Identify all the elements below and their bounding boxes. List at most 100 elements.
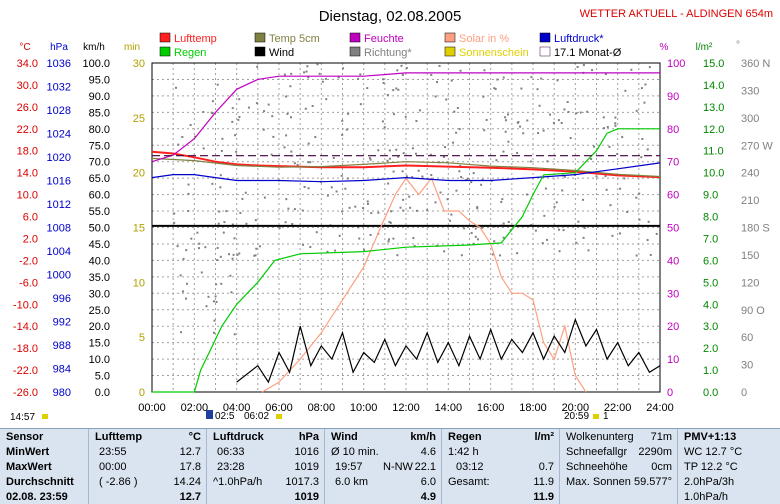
regen-max-time: 03:12 <box>456 461 484 473</box>
tick-wind_kmh-4: 80.0 <box>89 124 110 136</box>
luftdruck-avg-value: 1017.3 <box>285 476 319 488</box>
direction-dot <box>368 157 371 160</box>
direction-dot <box>186 282 189 285</box>
direction-dot <box>504 116 507 119</box>
direction-dot <box>485 118 488 121</box>
series-lines <box>151 72 661 393</box>
lufttemp-current-value: 12.7 <box>179 491 201 503</box>
direction-dot <box>228 253 231 256</box>
direction-dot <box>470 232 473 235</box>
regen-title: Regen <box>448 431 482 443</box>
tick-wind_kmh-20: 0.0 <box>95 387 110 399</box>
direction-dot <box>370 212 373 215</box>
direction-dot <box>445 98 448 101</box>
direction-dot <box>363 248 366 251</box>
direction-dot <box>189 124 192 127</box>
direction-dot <box>267 103 270 106</box>
direction-dot <box>455 189 458 192</box>
tick-direction_deg-10: 60 <box>741 332 753 344</box>
legend-label-8: Sonnenschein <box>459 47 529 59</box>
direction-dot <box>476 238 479 241</box>
tick-rain_lm2-7: 8.0 <box>703 212 718 224</box>
direction-dot <box>494 88 497 91</box>
direction-dot <box>563 175 566 178</box>
lufttemp-max-time: 00:00 <box>99 461 127 473</box>
legend-label-3: Solar in % <box>459 33 509 45</box>
lufttemp-unit: °C <box>188 431 201 443</box>
direction-dot <box>476 207 479 210</box>
tick-wind_kmh-5: 75.0 <box>89 140 110 152</box>
direction-dot <box>231 223 234 226</box>
direction-dot <box>321 80 324 83</box>
direction-dot <box>408 195 411 198</box>
x-tick-12: 24:00 <box>646 402 674 414</box>
tick-direction_deg-12: 0 <box>741 387 747 399</box>
pmv-title: PMV+1:13 <box>684 431 737 443</box>
direction-dot <box>232 253 235 256</box>
tick-pressure_hpa-14: 980 <box>53 387 71 399</box>
direction-dot <box>263 196 266 199</box>
direction-dot <box>604 72 607 75</box>
direction-dot <box>344 187 347 190</box>
direction-dot <box>389 221 392 224</box>
direction-dot <box>530 76 533 79</box>
direction-dot <box>342 67 345 70</box>
direction-dot <box>549 113 552 116</box>
direction-dot <box>341 210 344 213</box>
direction-dot <box>210 111 213 114</box>
direction-dot <box>179 274 182 277</box>
direction-dot <box>635 196 638 199</box>
direction-dot <box>502 76 505 79</box>
direction-dot <box>229 274 232 277</box>
series-wind <box>236 317 661 384</box>
direction-dot <box>563 108 566 111</box>
direction-dot <box>545 238 548 241</box>
direction-dot <box>516 152 519 155</box>
direction-dot <box>474 227 477 230</box>
direction-dot <box>314 136 317 139</box>
chart-background <box>0 0 780 428</box>
direction-dot <box>450 213 453 216</box>
direction-dot <box>575 112 578 115</box>
x-tick-4: 08:00 <box>308 402 336 414</box>
luftdruck-title: Luftdruck <box>213 431 264 443</box>
direction-dot <box>592 145 595 148</box>
tick-wind_kmh-8: 60.0 <box>89 190 110 202</box>
tick-temp_c-4: 18.0 <box>17 146 38 158</box>
x-tick-10: 20:00 <box>562 402 590 414</box>
direction-dot <box>543 214 546 217</box>
x-tick-0: 00:00 <box>138 402 166 414</box>
direction-dot <box>541 242 544 245</box>
direction-dot <box>581 198 584 201</box>
direction-dot <box>491 253 494 256</box>
direction-dot <box>245 222 248 225</box>
direction-dot <box>283 73 286 76</box>
pmv-windchill: WC 12.7 °C <box>684 446 743 458</box>
direction-dot <box>174 86 177 89</box>
tick-sun_min-0: 30 <box>133 58 145 70</box>
tick-temp_c-13: -18.0 <box>13 343 38 355</box>
tick-wind_kmh-15: 25.0 <box>89 305 110 317</box>
direction-dot <box>566 101 569 104</box>
direction-dot <box>556 79 559 82</box>
direction-dot <box>286 112 289 115</box>
legend: Lufttemp Temp 5cm Feuchte Solar in % Luftdru… <box>159 32 622 59</box>
tick-wind_kmh-3: 85.0 <box>89 107 110 119</box>
axis-unit-percent: % <box>660 42 669 53</box>
direction-dot <box>180 331 183 334</box>
schneefallgrenze-value: 2290m <box>638 446 672 458</box>
direction-dot <box>482 95 485 98</box>
direction-dot <box>382 78 385 81</box>
direction-dot <box>231 107 234 110</box>
direction-dot <box>222 231 225 234</box>
wind-max-direction: N-NW <box>383 461 413 473</box>
direction-dot <box>443 250 446 253</box>
direction-dot <box>630 68 633 71</box>
direction-dot <box>231 257 234 260</box>
tick-direction_deg-5: 210 <box>741 195 759 207</box>
direction-dot <box>326 250 329 253</box>
direction-dot <box>616 152 619 155</box>
direction-dot <box>205 305 208 308</box>
summary-wolken-col: Wolkenunterg 71m Schneefallgr 2290m Schnee… <box>559 429 678 504</box>
tick-rain_lm2-14: 1.0 <box>703 365 718 377</box>
